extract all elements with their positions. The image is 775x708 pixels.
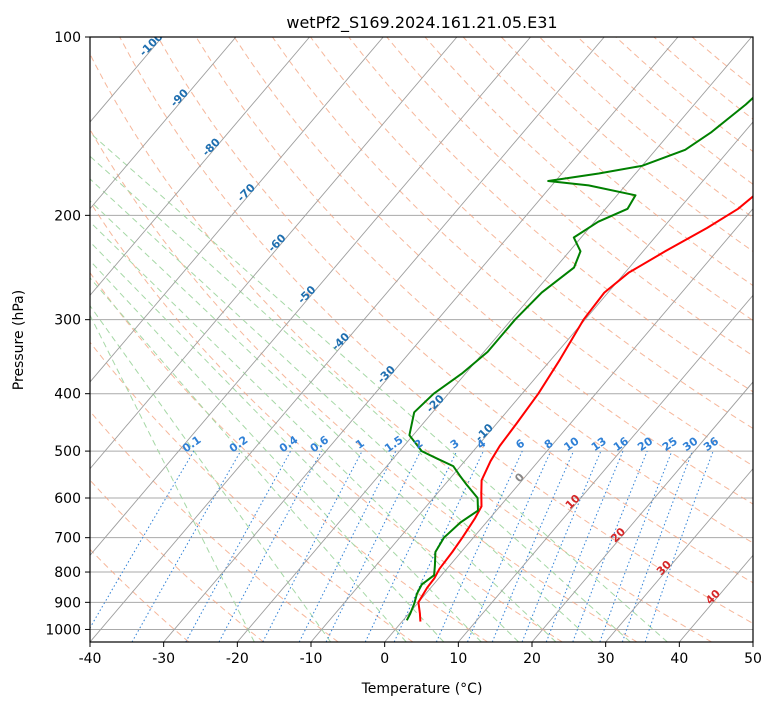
dry-adiabat-line (233, 37, 753, 505)
y-tick-label: 900 (54, 595, 81, 611)
isotherm-line (90, 37, 237, 210)
dry-adiabat-line (462, 37, 753, 287)
x-tick-label: -40 (79, 651, 102, 667)
x-tick-label: 0 (380, 651, 389, 667)
plot-frame (89, 36, 754, 643)
mixing-ratio-line (218, 450, 322, 642)
mixing-ratio-line (621, 450, 693, 642)
mixing-ratio-line (644, 450, 714, 642)
x-tick-label: 40 (670, 651, 688, 667)
moist-adiabat-line (90, 178, 594, 642)
dry-adiabat-line (90, 548, 190, 642)
mixing-ratio-lines (90, 450, 714, 642)
y-axis-label: Pressure (hPa) (11, 290, 27, 390)
dry-adiabats (90, 37, 753, 642)
moist-adiabats (90, 132, 668, 642)
moist-adiabat-line (90, 155, 631, 642)
x-tick-label: 30 (597, 651, 615, 667)
dry-adiabat-line (90, 128, 638, 642)
mixing-ratio-line (572, 450, 648, 642)
y-tick-label: 400 (54, 387, 81, 403)
isotherm-gridlines (90, 37, 753, 642)
moist-adiabat-line (90, 259, 445, 642)
dry-adiabat-line (348, 37, 753, 393)
isotherm-line (457, 294, 753, 642)
dry-adiabat-line (90, 201, 563, 642)
x-tick-label: -20 (226, 651, 249, 667)
moist-adiabat-line (90, 132, 668, 642)
dry-adiabat-line (90, 479, 264, 642)
mixing-ratio-line (298, 450, 397, 642)
dewpoint-profile-line (405, 96, 753, 621)
mixing-ratio-line (545, 450, 624, 642)
x-tick-label: 10 (449, 651, 467, 667)
y-tick-label: 300 (54, 313, 81, 329)
dry-adiabat-line (90, 341, 414, 642)
moist-adiabat-line (90, 200, 557, 642)
x-tick-label: -10 (300, 651, 323, 667)
isotherm-line (531, 381, 753, 642)
temperature-profile-line (417, 195, 753, 622)
moist-adiabat-line (90, 304, 332, 642)
isotherm-line (163, 37, 679, 642)
dry-adiabat-line (119, 37, 753, 624)
mixing-ratio-line (467, 450, 552, 642)
isotherm-line (236, 37, 752, 642)
dry-adiabat-line (90, 52, 712, 642)
isotherm-line (90, 37, 531, 557)
mixing-ratio-line (435, 450, 523, 642)
x-tick-label: -30 (152, 651, 175, 667)
y-tick-label: 200 (54, 208, 81, 224)
y-tick-label: 700 (54, 531, 81, 547)
mixing-ratio-line (599, 450, 673, 642)
x-axis-ticks: -40 -30 -20 -10 0 10 20 30 40 50 (79, 642, 762, 667)
mixing-ratio-line (185, 450, 292, 642)
x-axis-label: Temperature (°C) (361, 681, 483, 697)
isotherm-line (310, 121, 753, 642)
isotherm-line (90, 37, 384, 383)
isotherm-line (605, 467, 753, 642)
isotherm-line (90, 37, 605, 642)
moist-adiabat-line (90, 277, 407, 642)
x-tick-label: 20 (523, 651, 541, 667)
y-tick-label: 100 (54, 30, 81, 46)
x-tick-label: 50 (744, 651, 762, 667)
y-axis-ticks: 100 200 300 400 500 600 700 800 900 1000 (45, 30, 90, 638)
y-tick-label: 600 (54, 491, 81, 507)
dry-adiabat-line (271, 37, 753, 467)
moist-adiabat-line (90, 221, 519, 642)
moist-adiabat-line (90, 241, 482, 642)
chart-title: wetPf2_S169.2024.161.21.05.E31 (286, 13, 557, 33)
isotherm-line (384, 207, 753, 642)
sounding-profiles (405, 96, 753, 622)
dry-adiabat-line (310, 37, 753, 430)
y-tick-label: 1000 (45, 622, 81, 638)
isobar-gridlines (90, 37, 753, 630)
mixing-ratio-line (521, 450, 602, 642)
y-tick-label: 500 (54, 444, 81, 460)
dry-adiabat-line (157, 37, 753, 584)
mixing-ratio-line (325, 450, 422, 642)
y-tick-label: 800 (54, 565, 81, 581)
moist-adiabat-line (90, 314, 255, 642)
isotherm-line (90, 37, 310, 297)
isotherm-line (90, 37, 458, 470)
dry-adiabat-line (90, 271, 488, 642)
